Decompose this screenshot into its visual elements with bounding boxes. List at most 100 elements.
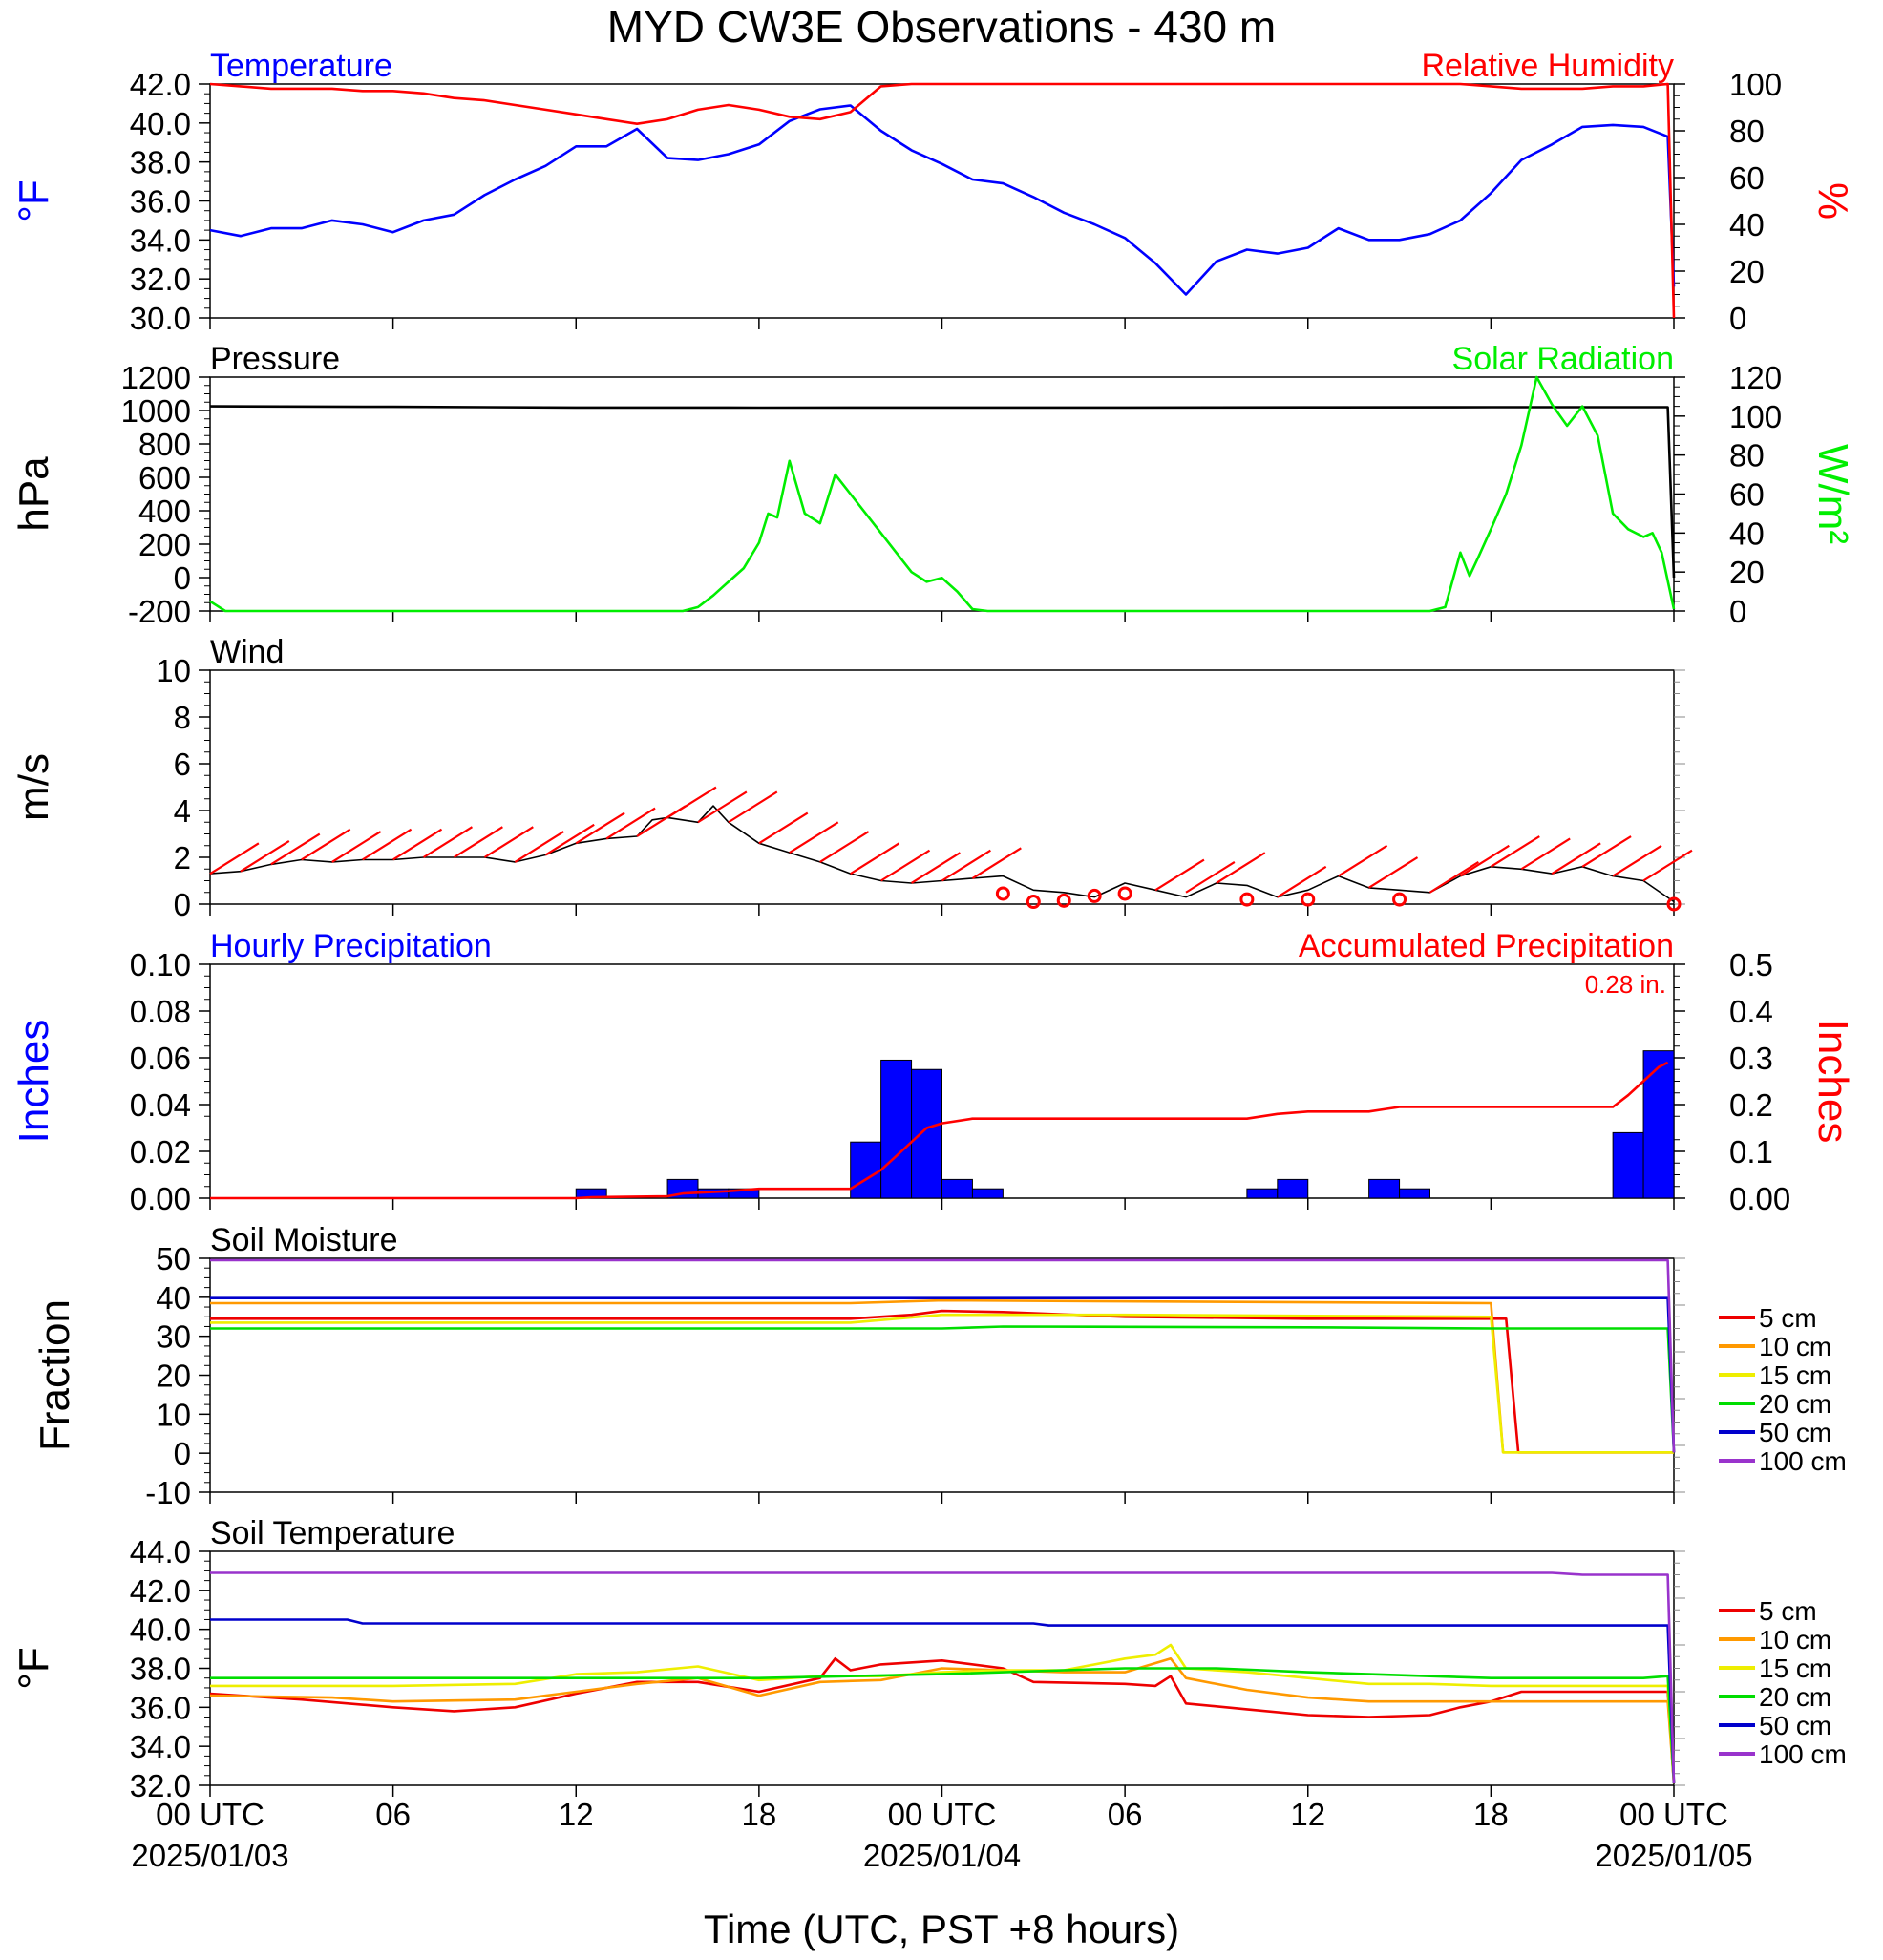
legend-label: 5 cm: [1759, 1596, 1817, 1626]
left-tick-label: 30.0: [130, 301, 191, 336]
legend-label: 5 cm: [1759, 1303, 1817, 1333]
left-tick-label: 10: [156, 1397, 191, 1432]
right-tick-label: 100: [1729, 399, 1782, 434]
left-unit-label: °F: [11, 179, 57, 221]
left-tick-label: 0.10: [130, 947, 191, 982]
left-tick-label: -10: [145, 1475, 191, 1510]
left-tick-label: 38.0: [130, 1652, 191, 1687]
left-tick-label: 0: [174, 887, 191, 922]
panel-title-right: Relative Humidity: [1421, 48, 1674, 84]
right-tick-label: 80: [1729, 438, 1765, 474]
right-tick-label: 120: [1729, 360, 1782, 395]
right-unit-label: %: [1809, 182, 1856, 220]
left-unit-label: Fraction: [32, 1299, 78, 1451]
precip-bar: [1368, 1178, 1401, 1199]
left-tick-label: 40.0: [130, 1612, 191, 1648]
series-line-20-cm: [210, 1325, 1676, 1453]
left-unit-label: °F: [11, 1647, 57, 1689]
precip-bar: [1612, 1131, 1644, 1199]
right-tick-label: 100: [1729, 67, 1782, 102]
left-tick-label: 1000: [121, 393, 191, 429]
panel-title-left: Hourly Precipitation: [210, 928, 492, 964]
left-tick-label: 200: [138, 527, 191, 562]
right-tick-label: 0.2: [1729, 1087, 1773, 1123]
series-line-20-cm: [210, 1667, 1676, 1784]
precip-bar: [1246, 1188, 1279, 1199]
wind-barb: [422, 826, 474, 858]
wind-barb: [1551, 842, 1601, 875]
left-tick-label: 40.0: [130, 106, 191, 141]
chart-title: MYD CW3E Observations - 430 m: [607, 2, 1276, 52]
left-tick-label: 0: [174, 560, 191, 596]
wind-barb: [1428, 861, 1479, 894]
left-unit-label: m/s: [11, 753, 57, 821]
wind-barb: [941, 849, 991, 882]
precip-bar: [1642, 1050, 1675, 1199]
x-axis: 00 UTC 2025/01/03 06 12 18 00 UTC 2025/01/04 06…: [131, 1797, 1752, 1873]
wind-barb: [1581, 835, 1632, 868]
right-tick-label: 20: [1729, 555, 1765, 590]
wind-calm-marker: [1087, 888, 1102, 903]
right-tick-label: 0.1: [1729, 1134, 1773, 1170]
panel-title-left: Pressure: [210, 341, 340, 377]
left-tick-label: 36.0: [130, 184, 191, 220]
left-tick-label: 34.0: [130, 222, 191, 258]
right-unit-label: Inches: [1809, 1020, 1856, 1144]
left-tick-label: 0.00: [130, 1181, 191, 1216]
series-line-15-cm: [210, 1313, 1674, 1454]
series-line-5-cm: [210, 1309, 1674, 1454]
right-tick-label: 60: [1729, 160, 1765, 196]
wind-barb: [758, 811, 809, 845]
plot-frame: [209, 669, 1675, 905]
wind-barb: [789, 821, 839, 854]
wind-barb: [270, 832, 321, 866]
wind-barb: [1459, 844, 1510, 877]
left-tick-label: 2: [174, 840, 191, 875]
legend-label: 20 cm: [1759, 1389, 1831, 1419]
wind-barb: [544, 823, 595, 856]
plot-frame: [209, 1257, 1675, 1493]
right-tick-label: 0.00: [1729, 1181, 1790, 1216]
left-tick-label: 50: [156, 1241, 191, 1276]
series-line-accumulated-precipitation: [210, 1061, 1669, 1200]
x-tick-label: 18: [1473, 1797, 1509, 1832]
legend-label: 10 cm: [1759, 1332, 1831, 1361]
legend-label: 50 cm: [1759, 1711, 1831, 1740]
wind-barb: [880, 849, 931, 882]
x-tick-label: 06: [1108, 1797, 1143, 1832]
x-tick-label: 00 UTC: [888, 1797, 997, 1832]
wind-barb: [1612, 844, 1662, 877]
wind-barb: [910, 852, 962, 884]
left-tick-label: 44.0: [130, 1534, 191, 1570]
series-line-15-cm: [210, 1643, 1676, 1784]
panel-pressure_solar: -200020040060080010001200020406080100120…: [11, 341, 1856, 629]
precip-bar: [942, 1178, 973, 1199]
series-line-temperature: [209, 104, 1676, 296]
x-tick-label: 12: [1290, 1797, 1325, 1832]
right-tick-label: 80: [1729, 114, 1765, 149]
wind-calm-marker: [1239, 892, 1255, 907]
wind-barb: [1216, 852, 1266, 884]
legend-label: 100 cm: [1759, 1446, 1847, 1476]
right-tick-label: 0: [1729, 594, 1746, 629]
wind-barb: [453, 826, 503, 858]
left-tick-label: 4: [174, 793, 191, 829]
left-tick-label: 36.0: [130, 1690, 191, 1725]
x-tick-label: 18: [742, 1797, 777, 1832]
left-tick-label: 0.04: [130, 1087, 191, 1123]
panel-wind: 0 2 4 6 8 10 Wind m/s: [11, 634, 1693, 922]
left-tick-label: 0.08: [130, 994, 191, 1029]
wind-barb: [850, 842, 900, 875]
panel-title-left: Temperature: [210, 48, 392, 84]
legend-label: 15 cm: [1759, 1360, 1831, 1390]
x-tick-label: 00 UTC: [156, 1797, 264, 1832]
left-tick-label: 42.0: [130, 67, 191, 102]
right-tick-label: 0: [1729, 301, 1746, 336]
wind-barb: [483, 826, 534, 858]
x-tick-date: 2025/01/04: [863, 1838, 1021, 1873]
right-tick-label: 0.5: [1729, 947, 1773, 982]
series-line-pressure: [209, 405, 1676, 579]
left-tick-label: 30: [156, 1319, 191, 1355]
